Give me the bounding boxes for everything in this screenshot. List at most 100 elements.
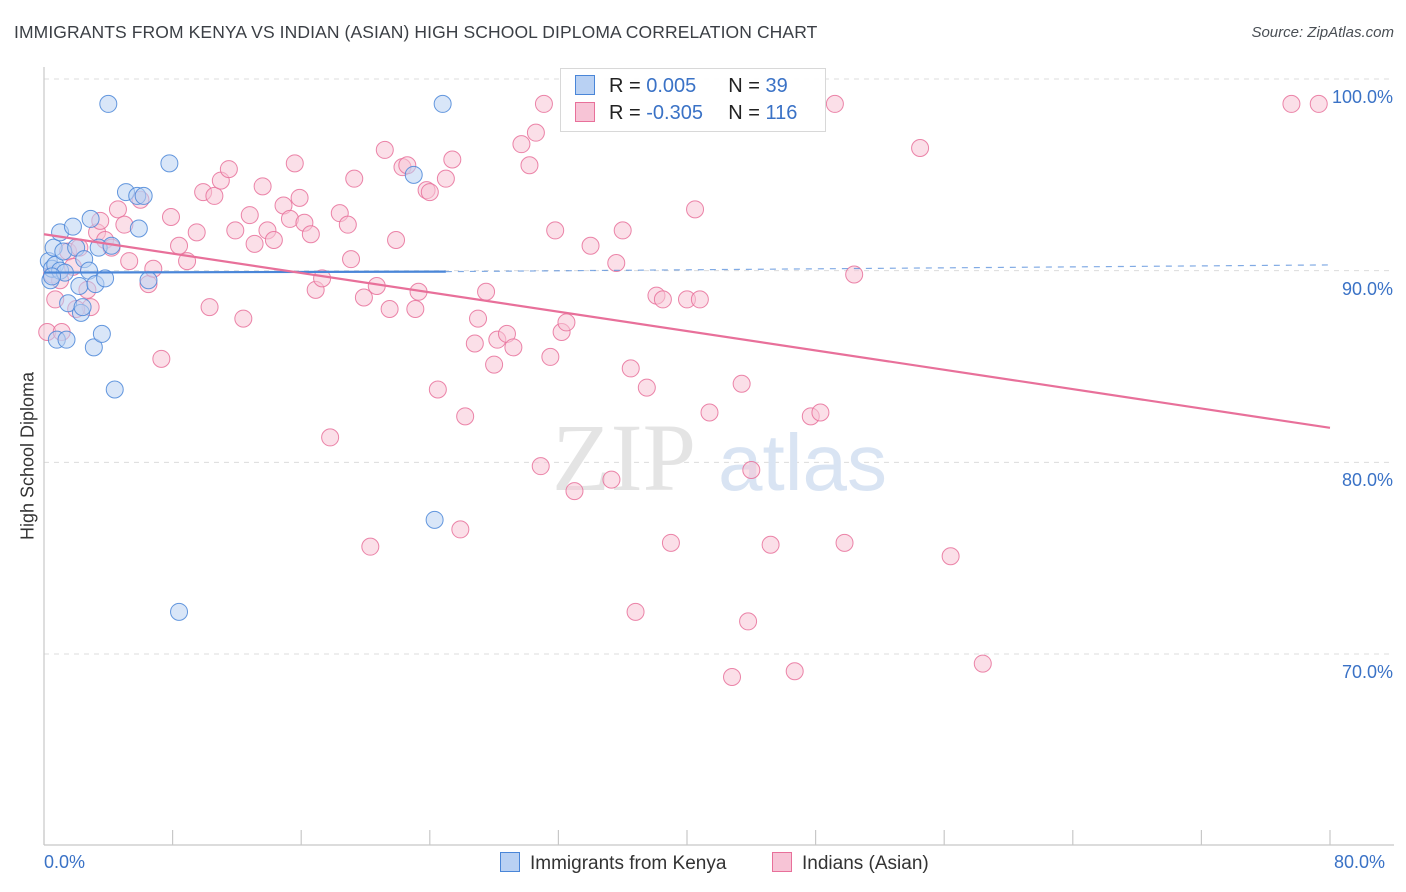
data-point [301,225,320,244]
data-point [387,231,406,249]
data-point [723,668,742,686]
y-tick-label: 70.0% [1341,662,1393,682]
legend-n-label: N = [728,75,766,97]
data-point [477,282,496,301]
data-point [345,169,364,188]
data-point [613,221,632,240]
data-point [465,334,484,353]
data-point [911,139,930,157]
data-point [170,236,189,255]
series-legend: Immigrants from Kenya Indians (Asian) [0,852,1406,878]
data-point [226,221,245,240]
data-point [152,349,171,368]
data-point [43,267,62,286]
data-point [941,547,960,566]
x-tick-label-max: 80.0% [1334,852,1386,872]
data-point [321,428,340,447]
data-point [105,380,124,399]
data-point [531,457,550,476]
data-point [240,206,259,225]
series-immigrants-from-kenya [39,94,452,621]
data-point [686,200,705,219]
y-tick-label: 100.0% [1331,87,1393,107]
legend-swatch-blue [575,75,595,95]
data-point [342,250,361,269]
legend-row-indians: R = -0.305 N = 116 [575,102,797,126]
data-point [129,219,148,238]
gridlines [44,78,1394,655]
data-point [565,482,584,501]
legend-n-value: 116 [765,102,798,124]
legend-n-value: 39 [765,75,788,97]
data-point [354,288,373,307]
data-point [504,338,523,357]
data-point [200,298,219,317]
legend-swatch-kenya [500,852,520,872]
legend-item-kenya: Immigrants from Kenya [500,852,726,875]
data-point [637,378,656,397]
data-point [234,309,253,328]
data-point [139,271,158,290]
trend-line-indians [43,233,1331,429]
data-point [526,123,545,142]
legend-swatch-pink [575,102,595,122]
legend-label-kenya: Immigrants from Kenya [530,853,727,874]
data-point [108,200,127,219]
watermark-atlas: atlas [718,418,887,507]
legend-n-label: N = [728,102,766,124]
data-point [700,403,719,422]
data-point [219,160,238,179]
data-point [253,177,272,196]
data-point [73,298,92,317]
data-point [436,169,455,188]
data-point [375,140,394,159]
data-point [170,602,189,621]
data-point [621,359,640,378]
data-point [661,533,680,552]
data-point [581,236,600,255]
y-axis-label: High School Diploma [17,371,38,541]
data-point [1309,94,1328,113]
data-point [534,94,553,113]
data-point [96,269,115,288]
series-indians-asian [38,94,1328,686]
data-point [187,223,206,242]
data-point [205,186,224,205]
axes [43,67,1394,846]
legend-r-value: 0.005 [646,75,697,97]
y-tick-label: 80.0% [1341,470,1393,491]
data-point [451,520,470,539]
data-point [428,380,447,399]
legend-swatch-indians [772,852,792,872]
data-point [973,654,992,673]
data-point [761,535,780,554]
x-tick-label-min: 0.0% [44,852,86,872]
data-point [57,330,76,349]
data-point [443,150,462,169]
trend-line-kenya [43,270,446,274]
data-point [81,209,100,228]
data-point [456,407,475,426]
data-point [264,231,283,249]
data-point [602,470,621,489]
data-point [485,355,504,374]
data-point [134,186,153,205]
stats-legend: R = 0.005 N = 39 R = -0.305 N = 116 [560,68,826,132]
data-point [1282,94,1301,113]
data-point [811,403,830,422]
data-point [99,94,118,113]
data-point [835,533,854,552]
data-point [425,510,444,529]
data-point [520,156,539,175]
y-tick-label: 90.0% [1341,278,1393,299]
data-point [739,612,758,631]
legend-r-value: -0.305 [646,102,703,124]
source-label: Source: ZipAtlas.com [1251,24,1394,41]
data-point [361,537,380,556]
data-point [546,221,565,240]
data-point [285,154,304,173]
data-point [825,94,844,113]
data-point [120,252,139,271]
data-point [290,188,309,207]
data-point [70,277,89,295]
